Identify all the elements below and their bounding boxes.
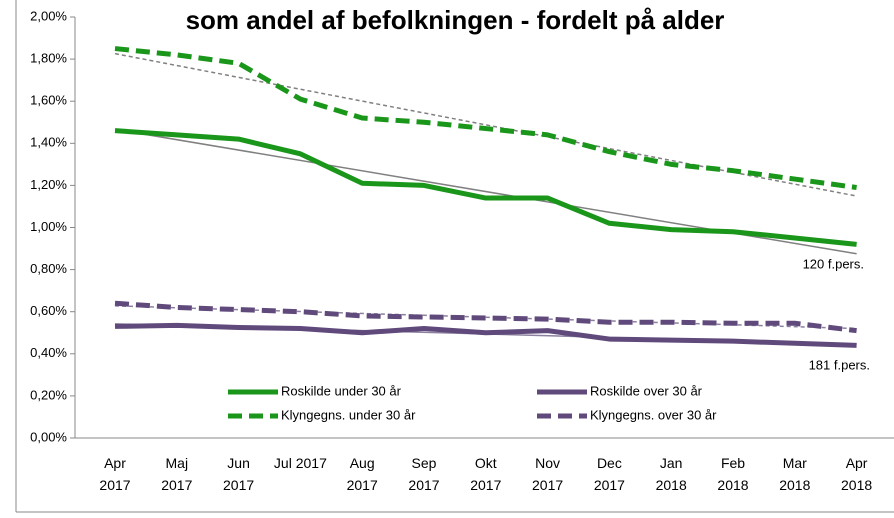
x-tick-label: Sep 2017 <box>408 455 440 493</box>
y-tick-label: 1,20% <box>30 177 67 192</box>
x-tick-label: Jun 2017 <box>223 455 255 493</box>
x-tick-label: Apr 2017 <box>99 455 131 493</box>
legend-label: Klyngegns. over 30 år <box>590 407 717 422</box>
y-tick-label: 0,60% <box>30 303 67 318</box>
series-line <box>114 322 857 348</box>
x-tick-label: Nov 2017 <box>532 455 564 493</box>
legend-label: Roskilde over 30 år <box>590 383 703 398</box>
series-line <box>114 300 857 334</box>
x-tick-label: Aug 2017 <box>346 455 378 493</box>
x-tick-label: Jul 2017 <box>273 455 327 471</box>
y-tick-label: 0,40% <box>30 345 67 360</box>
series-line <box>114 128 857 247</box>
y-tick-label: 0,00% <box>30 429 67 444</box>
y-tick-label: 1,60% <box>30 93 67 108</box>
series-line <box>114 46 857 190</box>
y-tick-label: 2,00% <box>30 8 67 23</box>
y-tick-label: 1,40% <box>30 135 67 150</box>
legend-label: Roskilde under 30 år <box>281 383 402 398</box>
legend-label: Klyngegns. under 30 år <box>281 407 416 422</box>
y-tick-label: 0,20% <box>30 387 67 402</box>
x-tick-label: Mar 2018 <box>779 455 811 493</box>
x-tick-label: Feb 2018 <box>717 455 749 493</box>
annotation: 181 f.pers. <box>809 357 870 372</box>
x-tick-label: Jan 2018 <box>655 455 687 493</box>
y-tick-label: 1,80% <box>30 51 67 66</box>
x-tick-label: Dec 2017 <box>593 455 625 493</box>
y-tick-label: 0,80% <box>30 261 67 276</box>
annotation: 120 f.pers. <box>803 256 864 271</box>
x-tick-label: Apr 2018 <box>841 455 873 493</box>
trendline <box>114 52 857 197</box>
y-tick-label: 1,00% <box>30 219 67 234</box>
x-tick-label: Okt 2017 <box>470 455 502 493</box>
chart-title: som andel af befolkningen - fordelt på a… <box>186 5 725 35</box>
x-tick-label: Maj 2017 <box>161 455 193 493</box>
